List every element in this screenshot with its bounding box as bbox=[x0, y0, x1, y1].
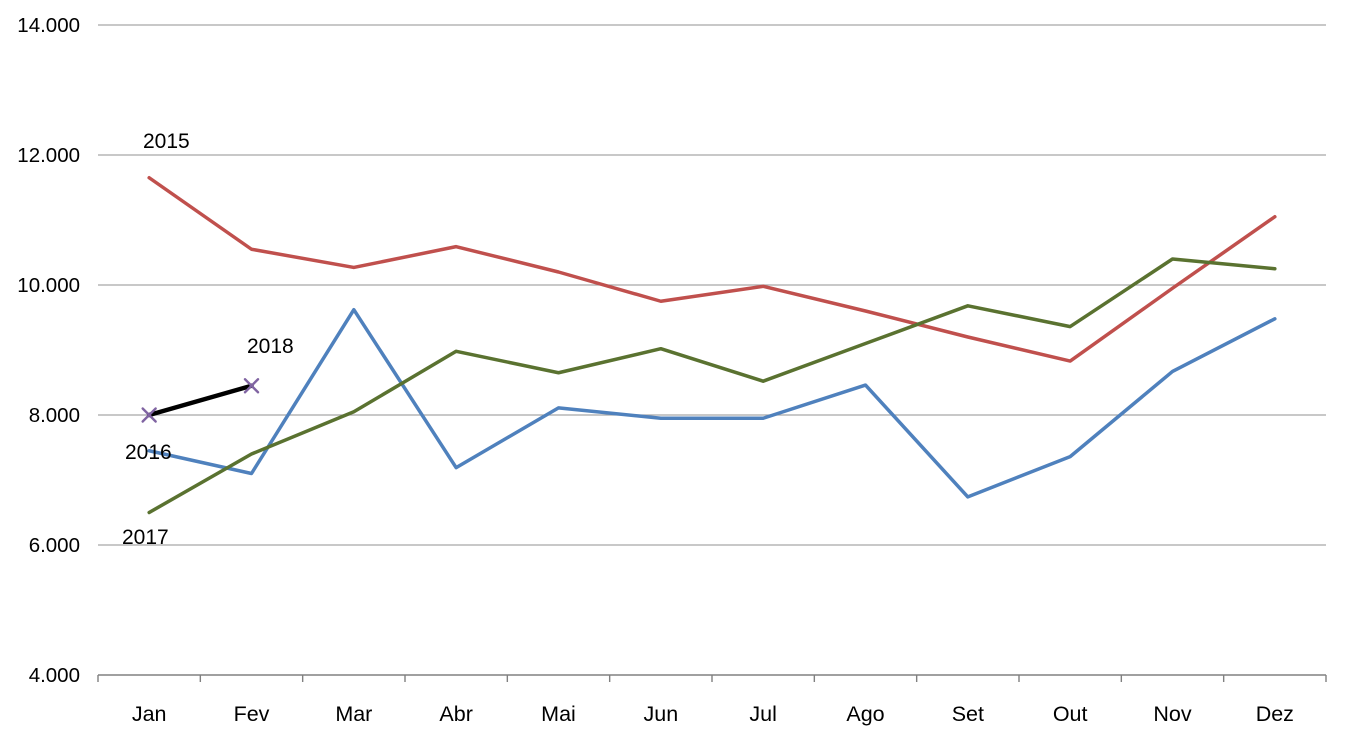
axis-labels-layer: 4.000 6.000 8.000 10.000 12.000 14.000 Jan Fev M… bbox=[17, 14, 1294, 726]
x-tick-label: Ago bbox=[846, 702, 884, 726]
series-label-2017: 2017 bbox=[122, 526, 169, 549]
x-tick-label: Abr bbox=[439, 702, 472, 726]
y-tick-label: 4.000 bbox=[29, 664, 80, 687]
series-line-2017 bbox=[147, 257, 1277, 515]
x-tick-label: Dez bbox=[1256, 702, 1294, 726]
x-tick-label: Mar bbox=[335, 702, 372, 726]
x-tick-label: Set bbox=[952, 702, 984, 726]
series-label-2015: 2015 bbox=[143, 130, 190, 153]
y-tick-label: 14.000 bbox=[17, 14, 80, 37]
y-tick-label: 12.000 bbox=[17, 144, 80, 167]
markers-layer bbox=[141, 378, 260, 423]
series-line-2018 bbox=[146, 383, 254, 418]
series-marker-x bbox=[141, 407, 157, 423]
x-tick-label: Jun bbox=[643, 702, 678, 726]
series-line-2016 bbox=[147, 307, 1277, 499]
x-tick-label: Jul bbox=[749, 702, 776, 726]
series-line-2015 bbox=[147, 176, 1277, 363]
x-tick-label: Jan bbox=[132, 702, 167, 726]
series-marker-x bbox=[243, 378, 260, 394]
series-label-2016: 2016 bbox=[125, 441, 172, 464]
y-tick-label: 6.000 bbox=[29, 534, 80, 557]
x-tick-label: Out bbox=[1053, 702, 1088, 726]
y-tick-label: 10.000 bbox=[17, 274, 80, 297]
series-label-2018: 2018 bbox=[247, 335, 294, 358]
axis-layer bbox=[97, 674, 1327, 682]
gridlines-layer bbox=[98, 24, 1326, 546]
x-tick-label: Fev bbox=[234, 702, 270, 726]
y-tick-label: 8.000 bbox=[29, 404, 80, 427]
series-layer bbox=[146, 176, 1277, 515]
x-tick-label: Mai bbox=[541, 702, 576, 726]
x-tick-label: Nov bbox=[1153, 702, 1191, 726]
